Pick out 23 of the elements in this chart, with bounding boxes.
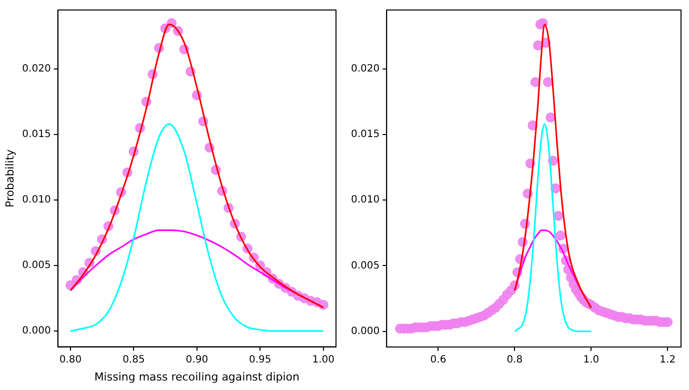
y-tick-label: 0.015: [22, 129, 51, 140]
line-series: [70, 123, 324, 332]
x-tick-label: 0.95: [249, 354, 272, 366]
x-tick-label: 0.80: [59, 354, 82, 366]
line-series: [514, 123, 592, 332]
y-tick-label: 0.005: [350, 260, 380, 272]
x-tick-label: 1.2: [660, 354, 676, 366]
y-tick-label: 0.005: [22, 260, 51, 272]
y-tick-label: 0.010: [22, 194, 51, 206]
x-axis-title: Missing mass recoiling against dipion: [94, 370, 300, 384]
y-tick-label: 0.000: [22, 326, 51, 337]
x-tick-label: 0.85: [122, 354, 145, 366]
y-tick-label: 0.000: [350, 326, 380, 337]
x-tick-label: 0.8: [506, 354, 523, 366]
x-tick-label: 0.6: [430, 354, 446, 366]
y-tick-label: 0.010: [350, 194, 380, 206]
y-axis-title: Probability: [3, 148, 16, 208]
x-tick-label: 0.90: [186, 354, 208, 366]
y-tick-label: 0.015: [350, 129, 380, 140]
y-tick-label: 0.020: [350, 64, 380, 75]
x-tick-label: 1.00: [312, 354, 334, 366]
x-tick-label: 1.0: [583, 354, 600, 366]
y-tick-label: 0.020: [22, 64, 51, 75]
